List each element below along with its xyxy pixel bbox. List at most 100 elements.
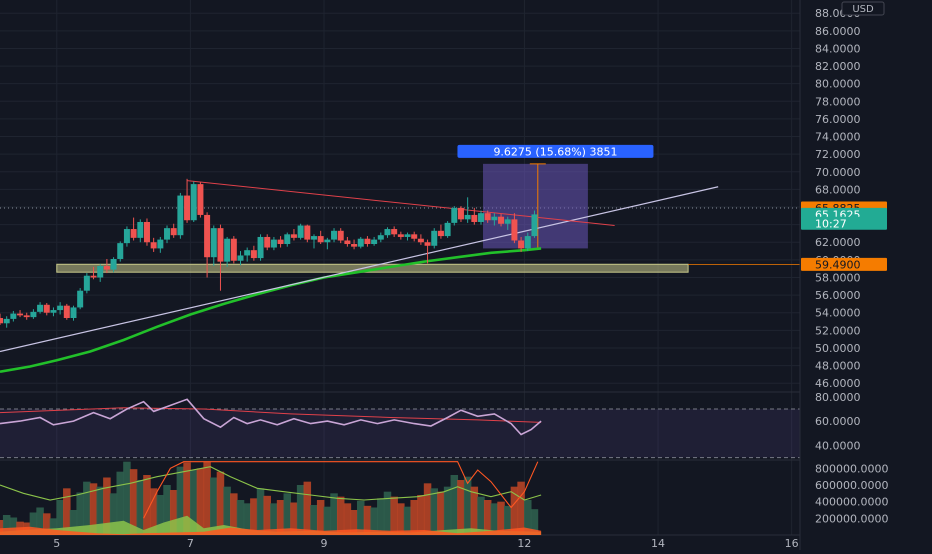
- volume-bar: [83, 481, 91, 535]
- candle-body: [397, 234, 404, 237]
- volume-bar: [2, 515, 11, 535]
- volume-bar: [49, 518, 58, 535]
- oscillator-area-green: [0, 515, 542, 535]
- candle-body: [257, 236, 264, 259]
- candle-body: [10, 313, 17, 319]
- volume-bar: [109, 493, 118, 535]
- candle-body: [371, 239, 378, 245]
- candle-body: [504, 219, 511, 224]
- volume-bar: [303, 481, 312, 535]
- candle-body: [518, 240, 525, 249]
- volume-bar: [263, 495, 271, 535]
- volume-bar: [323, 506, 332, 535]
- volume-bar: [470, 486, 479, 535]
- price-axis[interactable]: [799, 0, 932, 550]
- volume-bar: [103, 477, 111, 535]
- trendline-resistance[interactable]: [187, 180, 615, 227]
- price-tick-label: 76.0000: [815, 113, 861, 126]
- candle-body: [364, 238, 371, 245]
- rsi-line: [0, 398, 542, 436]
- candle-body: [190, 184, 197, 221]
- price-tick-label: 62.0000: [815, 236, 861, 249]
- candle-body: [310, 236, 317, 240]
- volume-bar: [176, 466, 185, 535]
- candle-body: [244, 250, 251, 256]
- volume-bar: [524, 500, 532, 535]
- candle-body: [317, 236, 324, 243]
- volume-bar: [370, 507, 378, 535]
- volume-bar: [330, 493, 338, 535]
- candle-body: [284, 234, 291, 245]
- rsi-signal-line: [0, 407, 542, 423]
- measure-label: 9.6275 (15.68%) 3851: [493, 145, 617, 158]
- volume-line-orange: [143, 461, 539, 519]
- candle-body: [424, 242, 431, 246]
- candle-body: [157, 239, 164, 249]
- volume-bar: [530, 509, 539, 535]
- volume-bar: [0, 520, 4, 535]
- volume-bar: [357, 500, 365, 535]
- volume-pane: [0, 461, 542, 535]
- volume-bar: [189, 470, 198, 535]
- price-tick-label: 74.0000: [815, 131, 861, 144]
- volume-bar: [283, 493, 292, 535]
- candle-body: [331, 230, 338, 240]
- volume-bar: [116, 471, 125, 535]
- candle-body: [451, 207, 458, 223]
- candle-body: [264, 236, 271, 248]
- volume-bar: [29, 512, 38, 535]
- candle-body: [377, 235, 384, 240]
- volume-bar: [296, 485, 305, 535]
- oscillator-area-orange: [0, 526, 542, 535]
- candle-body: [464, 214, 471, 220]
- volume-bar: [336, 496, 345, 535]
- volume-bar: [276, 500, 285, 535]
- volume-bar: [377, 498, 385, 535]
- volume-line-green: [0, 466, 542, 501]
- candle-body: [17, 313, 24, 316]
- candle-body: [498, 216, 505, 224]
- trendlines-layer[interactable]: [0, 180, 719, 353]
- ma-line: [0, 247, 542, 373]
- volume-bar: [123, 461, 131, 535]
- volume-bar: [443, 486, 452, 535]
- price-badge-label: 10:27: [815, 217, 847, 230]
- volume-bar: [236, 500, 245, 535]
- candle-body: [471, 214, 478, 222]
- candle-body: [444, 222, 451, 237]
- time-tick-label: 16: [785, 537, 799, 550]
- time-tick-label: 7: [187, 537, 194, 550]
- volume-bar: [503, 505, 512, 535]
- price-badge-label: 59.4900: [815, 258, 861, 271]
- candle-body: [431, 230, 438, 246]
- price-tick-label: 80.0000: [815, 78, 861, 91]
- candle-body: [524, 236, 531, 249]
- volume-bar: [136, 480, 145, 535]
- trendline-support[interactable]: [0, 186, 719, 353]
- time-axis[interactable]: 5 7 9 12 14 16: [53, 537, 798, 550]
- candle-body: [237, 255, 244, 261]
- volume-bar: [417, 495, 425, 535]
- volume-bar: [156, 495, 165, 535]
- volume-bar: [149, 488, 158, 535]
- measure-tool[interactable]: 9.6275 (15.68%) 3851: [457, 144, 654, 249]
- candle-body: [230, 238, 237, 261]
- volume-bar: [410, 500, 418, 535]
- candlestick-series: [0, 178, 538, 328]
- volume-bar: [403, 506, 412, 535]
- price-tick-label: 56.0000: [815, 289, 861, 302]
- candle-body: [337, 230, 344, 241]
- candle-body: [110, 258, 117, 270]
- candle-body: [37, 304, 44, 312]
- candle-body: [404, 234, 411, 237]
- volume-bar: [250, 498, 258, 535]
- volume-bar: [423, 483, 432, 535]
- candle-body: [437, 230, 444, 237]
- candle-body: [457, 207, 464, 220]
- candle-body: [97, 266, 104, 278]
- volume-bar: [383, 491, 392, 535]
- currency-label[interactable]: USD: [841, 1, 885, 16]
- time-tick-label: 14: [651, 537, 665, 550]
